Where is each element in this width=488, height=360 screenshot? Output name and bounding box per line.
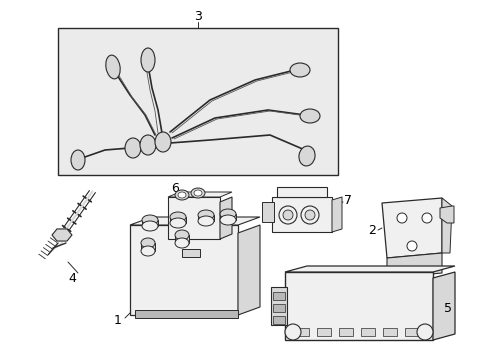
Ellipse shape: [175, 238, 189, 248]
Bar: [316, 328, 330, 336]
Bar: [220, 214, 236, 220]
Ellipse shape: [141, 48, 155, 72]
Text: 7: 7: [343, 194, 351, 207]
Bar: [135, 310, 238, 318]
Bar: [175, 235, 189, 243]
Ellipse shape: [178, 192, 185, 198]
Bar: [198, 215, 214, 221]
Bar: [338, 328, 352, 336]
Ellipse shape: [283, 210, 292, 220]
Bar: [58, 28, 337, 175]
Bar: [272, 292, 285, 300]
Bar: [272, 304, 285, 312]
Ellipse shape: [155, 132, 171, 152]
Bar: [170, 217, 185, 223]
Ellipse shape: [141, 246, 155, 256]
Polygon shape: [381, 198, 441, 258]
Ellipse shape: [170, 212, 185, 222]
Ellipse shape: [175, 230, 189, 240]
Polygon shape: [168, 192, 231, 197]
Polygon shape: [52, 229, 72, 241]
Ellipse shape: [220, 215, 236, 225]
Bar: [360, 328, 374, 336]
Ellipse shape: [301, 206, 318, 224]
Ellipse shape: [406, 241, 416, 251]
Polygon shape: [386, 253, 441, 278]
Bar: [130, 225, 238, 315]
Ellipse shape: [198, 210, 214, 220]
Ellipse shape: [220, 209, 236, 219]
Text: 5: 5: [443, 302, 451, 315]
Bar: [382, 328, 396, 336]
Ellipse shape: [305, 210, 314, 220]
Polygon shape: [331, 197, 341, 232]
Polygon shape: [432, 272, 454, 340]
Polygon shape: [220, 197, 231, 239]
Bar: [272, 316, 285, 324]
Polygon shape: [439, 206, 453, 223]
Ellipse shape: [396, 213, 406, 223]
Ellipse shape: [279, 206, 296, 224]
Bar: [285, 272, 432, 340]
Polygon shape: [130, 217, 260, 225]
Ellipse shape: [421, 213, 431, 223]
Ellipse shape: [142, 215, 158, 225]
Bar: [262, 202, 273, 222]
Ellipse shape: [285, 324, 301, 340]
Bar: [141, 243, 155, 251]
Text: 6: 6: [171, 181, 179, 194]
Ellipse shape: [142, 221, 158, 231]
Ellipse shape: [141, 238, 155, 248]
Text: 2: 2: [367, 224, 375, 237]
Ellipse shape: [416, 324, 432, 340]
Bar: [404, 328, 418, 336]
Ellipse shape: [198, 216, 214, 226]
Bar: [142, 220, 158, 226]
Ellipse shape: [289, 63, 309, 77]
Ellipse shape: [298, 146, 314, 166]
Ellipse shape: [299, 109, 319, 123]
Text: 1: 1: [114, 314, 122, 327]
Bar: [168, 197, 220, 239]
Polygon shape: [441, 198, 451, 253]
Bar: [294, 328, 308, 336]
Ellipse shape: [175, 190, 189, 200]
Ellipse shape: [140, 135, 156, 155]
Polygon shape: [276, 187, 326, 197]
Ellipse shape: [71, 150, 85, 170]
Ellipse shape: [170, 218, 185, 228]
Ellipse shape: [125, 138, 141, 158]
Polygon shape: [285, 266, 454, 272]
Bar: [182, 249, 200, 257]
Bar: [270, 287, 286, 325]
Text: 3: 3: [194, 9, 202, 23]
Polygon shape: [238, 225, 260, 315]
Ellipse shape: [191, 188, 204, 198]
Ellipse shape: [105, 55, 120, 79]
Bar: [271, 197, 331, 232]
Ellipse shape: [194, 190, 202, 196]
Text: 4: 4: [68, 271, 76, 284]
